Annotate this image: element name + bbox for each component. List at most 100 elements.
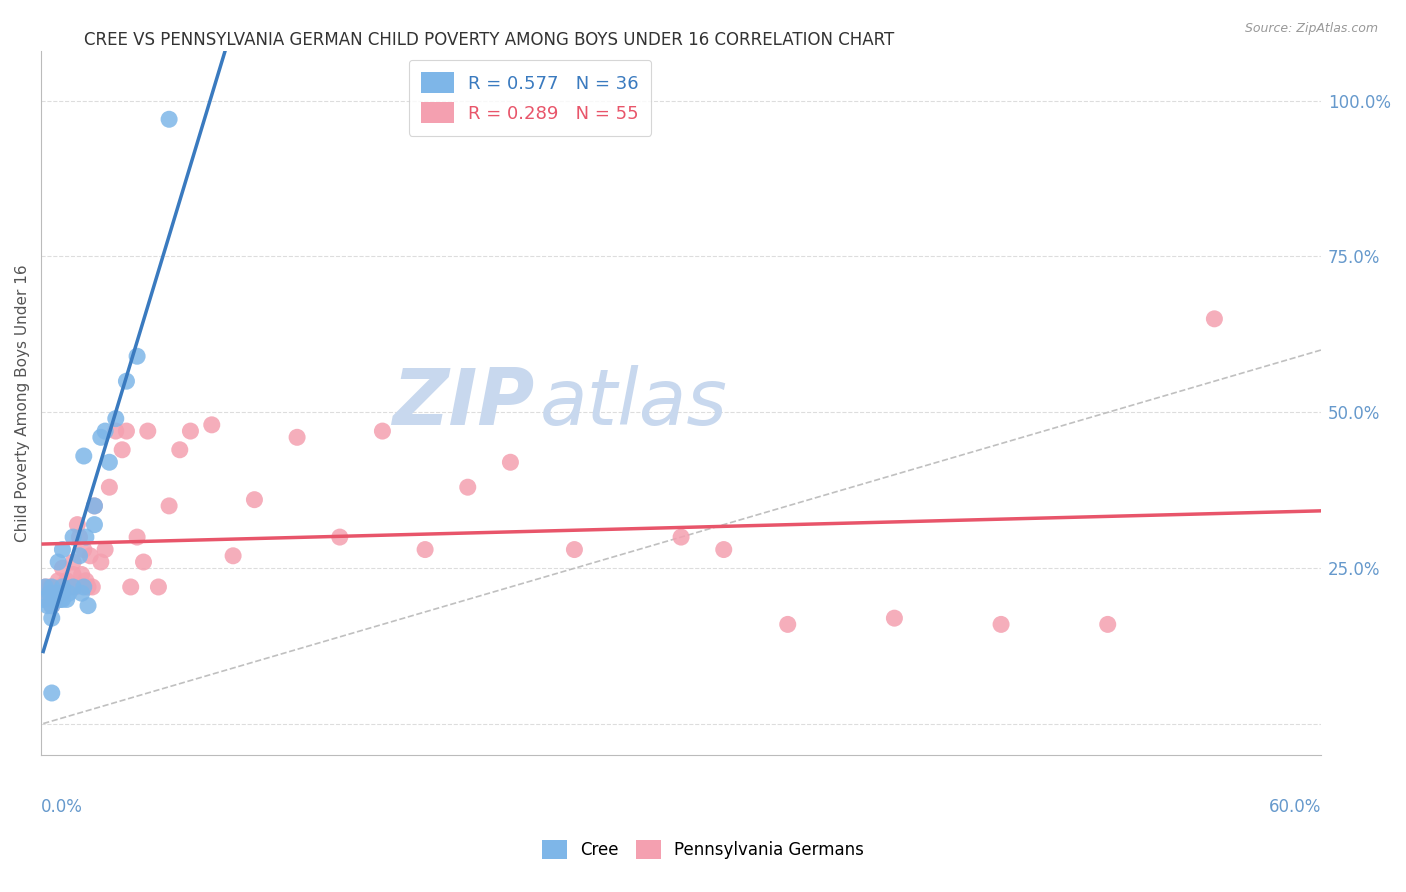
Point bbox=[883, 611, 905, 625]
Point bbox=[104, 424, 127, 438]
Point bbox=[41, 599, 63, 613]
Point bbox=[564, 542, 586, 557]
Point bbox=[41, 580, 63, 594]
Point bbox=[65, 580, 87, 594]
Point bbox=[51, 580, 73, 594]
Y-axis label: Child Poverty Among Boys Under 16: Child Poverty Among Boys Under 16 bbox=[15, 264, 30, 541]
Point bbox=[51, 586, 73, 600]
Point bbox=[776, 617, 799, 632]
Point bbox=[42, 592, 65, 607]
Point bbox=[45, 586, 67, 600]
Point bbox=[37, 592, 59, 607]
Point bbox=[38, 580, 60, 594]
Text: ZIP: ZIP bbox=[392, 365, 534, 441]
Point bbox=[669, 530, 692, 544]
Point bbox=[1204, 311, 1226, 326]
Text: 0.0%: 0.0% bbox=[41, 797, 83, 815]
Point bbox=[51, 586, 73, 600]
Point bbox=[90, 430, 112, 444]
Point bbox=[41, 686, 63, 700]
Point bbox=[62, 580, 84, 594]
Point bbox=[115, 374, 138, 388]
Point bbox=[62, 530, 84, 544]
Legend: Cree, Pennsylvania Germans: Cree, Pennsylvania Germans bbox=[536, 834, 870, 866]
Point bbox=[55, 574, 77, 588]
Point bbox=[45, 592, 67, 607]
Point bbox=[62, 555, 84, 569]
Point bbox=[77, 599, 100, 613]
Point bbox=[157, 112, 180, 127]
Point bbox=[104, 411, 127, 425]
Point bbox=[127, 530, 149, 544]
Point bbox=[58, 586, 80, 600]
Point bbox=[83, 499, 105, 513]
Point bbox=[66, 517, 89, 532]
Text: CREE VS PENNSYLVANIA GERMAN CHILD POVERTY AMONG BOYS UNDER 16 CORRELATION CHART: CREE VS PENNSYLVANIA GERMAN CHILD POVERT… bbox=[84, 31, 894, 49]
Point bbox=[243, 492, 266, 507]
Point bbox=[46, 592, 69, 607]
Point bbox=[51, 542, 73, 557]
Point bbox=[70, 586, 93, 600]
Point bbox=[111, 442, 134, 457]
Point bbox=[73, 580, 96, 594]
Point bbox=[371, 424, 394, 438]
Point bbox=[58, 580, 80, 594]
Point bbox=[34, 580, 56, 594]
Point bbox=[157, 499, 180, 513]
Point bbox=[69, 549, 91, 563]
Point bbox=[990, 617, 1012, 632]
Point bbox=[179, 424, 201, 438]
Point bbox=[98, 455, 121, 469]
Point bbox=[51, 592, 73, 607]
Point bbox=[1097, 617, 1119, 632]
Point bbox=[169, 442, 191, 457]
Point bbox=[42, 586, 65, 600]
Point bbox=[94, 424, 117, 438]
Point bbox=[499, 455, 522, 469]
Text: Source: ZipAtlas.com: Source: ZipAtlas.com bbox=[1244, 22, 1378, 36]
Point bbox=[79, 549, 101, 563]
Point bbox=[38, 586, 60, 600]
Point bbox=[98, 480, 121, 494]
Point bbox=[75, 574, 97, 588]
Point bbox=[115, 424, 138, 438]
Point bbox=[132, 555, 155, 569]
Point bbox=[46, 555, 69, 569]
Point bbox=[201, 417, 224, 432]
Point bbox=[94, 542, 117, 557]
Point bbox=[329, 530, 352, 544]
Point bbox=[49, 592, 72, 607]
Point bbox=[75, 530, 97, 544]
Point bbox=[413, 542, 436, 557]
Point bbox=[41, 599, 63, 613]
Point bbox=[457, 480, 479, 494]
Point bbox=[73, 542, 96, 557]
Point bbox=[83, 499, 105, 513]
Legend: R = 0.577   N = 36, R = 0.289   N = 55: R = 0.577 N = 36, R = 0.289 N = 55 bbox=[409, 60, 651, 136]
Point bbox=[77, 580, 100, 594]
Point bbox=[70, 567, 93, 582]
Point bbox=[285, 430, 308, 444]
Point bbox=[148, 580, 170, 594]
Point bbox=[49, 580, 72, 594]
Point bbox=[34, 580, 56, 594]
Point bbox=[82, 580, 104, 594]
Point bbox=[37, 599, 59, 613]
Text: 60.0%: 60.0% bbox=[1268, 797, 1322, 815]
Point bbox=[222, 549, 245, 563]
Point bbox=[46, 574, 69, 588]
Point bbox=[62, 567, 84, 582]
Point bbox=[713, 542, 735, 557]
Point bbox=[69, 530, 91, 544]
Point bbox=[55, 592, 77, 607]
Point bbox=[127, 349, 149, 363]
Point bbox=[51, 561, 73, 575]
Point bbox=[90, 555, 112, 569]
Point bbox=[136, 424, 159, 438]
Point bbox=[83, 517, 105, 532]
Point bbox=[73, 449, 96, 463]
Text: atlas: atlas bbox=[540, 365, 728, 441]
Point bbox=[120, 580, 142, 594]
Point bbox=[32, 592, 55, 607]
Point bbox=[41, 611, 63, 625]
